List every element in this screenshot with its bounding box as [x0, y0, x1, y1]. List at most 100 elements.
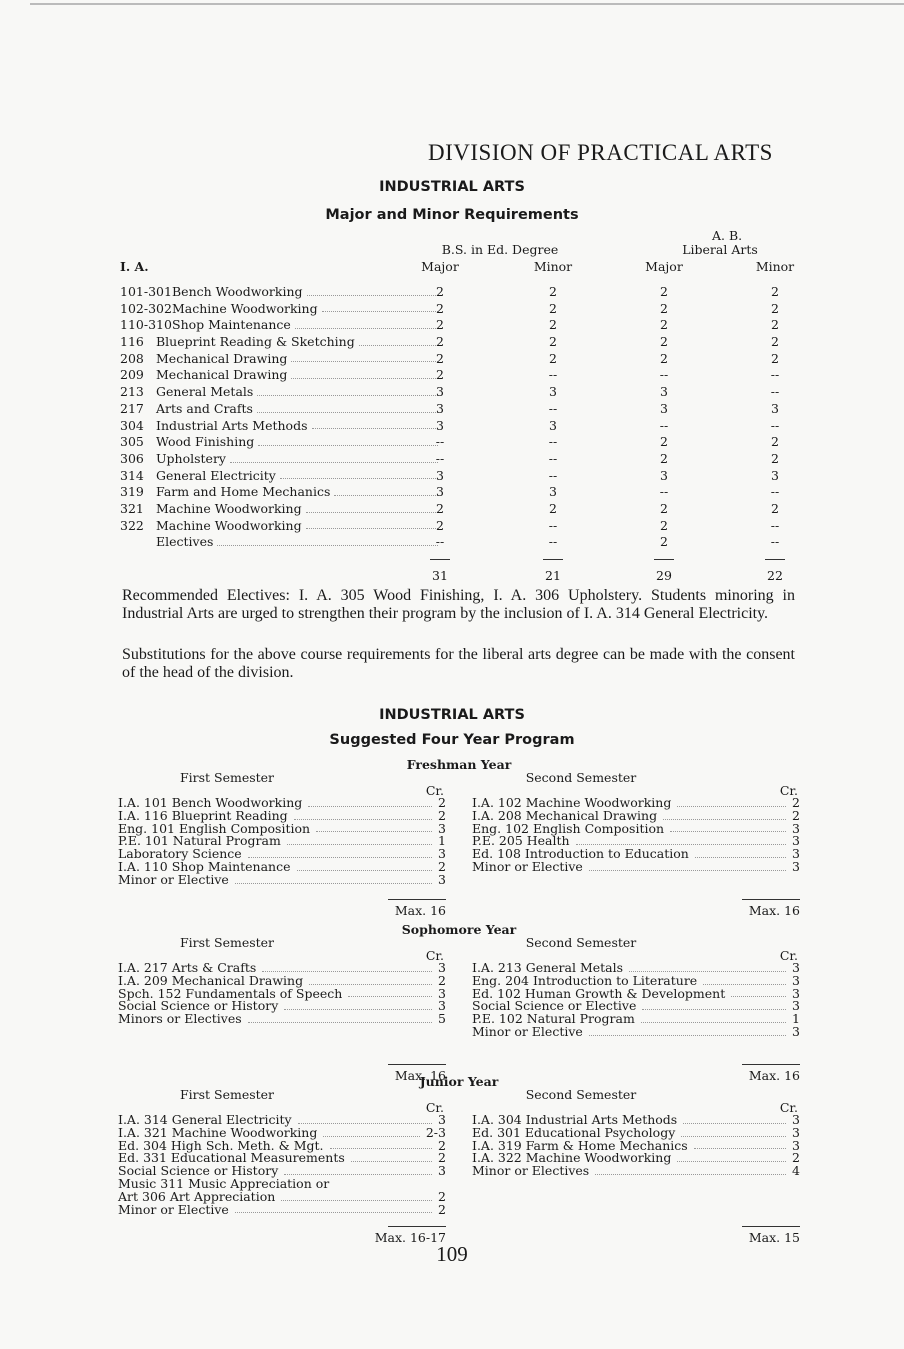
course-credits: 3: [792, 820, 800, 836]
course-code: 304: [120, 417, 144, 433]
course-row: I.A. 314 General Electricity 3: [118, 1112, 446, 1127]
course-name: Ed. 102 Human Growth & Development: [472, 985, 726, 1001]
dot-leader: [642, 1000, 787, 1011]
course-name: Social Science or History: [118, 998, 279, 1014]
table-row: Electives -- -- 2 --: [120, 534, 800, 551]
course-name-cell: General Electricity: [156, 468, 442, 485]
credit-value: --: [548, 467, 558, 483]
table-row: 110-310 Shop Maintenance 2 2 2 2: [120, 317, 800, 334]
course-name: Ed. 331 Educational Measurements: [118, 1150, 345, 1166]
course-name-cell: Machine Woodworking: [172, 301, 442, 318]
dot-leader: [321, 301, 438, 313]
credit-value: 2: [660, 350, 668, 366]
credit-value: --: [659, 484, 669, 500]
total-rule: [543, 559, 563, 560]
course-credits: 3: [438, 960, 446, 975]
dot-leader: [284, 1165, 433, 1175]
credit-value: --: [548, 450, 558, 466]
course-credits: 2: [792, 1150, 800, 1166]
course-code: 116: [120, 334, 144, 350]
dot-leader: [291, 367, 438, 380]
dot-leader: [279, 468, 438, 480]
course-name: Minor or Elective: [118, 871, 229, 887]
credit-value: 3: [436, 417, 444, 433]
course-name-cell: Upholstery: [156, 451, 442, 468]
credit-value: 2: [660, 300, 668, 316]
credit-value: 2: [660, 317, 668, 333]
credit-value: --: [548, 367, 558, 383]
dot-leader: [329, 1140, 433, 1150]
course-code: 305: [120, 434, 144, 450]
credit-value: 2: [771, 350, 779, 366]
course-name: I.A. 102 Machine Woodworking: [472, 795, 672, 810]
dot-leader: [595, 1165, 787, 1175]
credit-value: --: [770, 534, 780, 550]
dot-leader: [677, 1152, 787, 1163]
credit-value: --: [770, 367, 780, 383]
credit-value: 2: [436, 334, 444, 350]
year-title: Sophomore Year: [401, 922, 517, 937]
course-code: 110-310: [120, 317, 172, 333]
credit-value: 3: [549, 417, 557, 433]
semester-first: First Semester Cr. I.A. 101 Bench Woodwork…: [118, 771, 446, 918]
course-credits: 2-3: [425, 1124, 446, 1140]
credit-value: 2: [436, 317, 444, 333]
course-name: I.A. 110 Shop Maintenance: [118, 858, 291, 874]
credit-value: --: [548, 534, 558, 550]
table-row: 208 Mechanical Drawing 2 2 2 2: [120, 351, 800, 368]
course-credits: 3: [792, 1112, 800, 1127]
course-name: P.E. 101 Natural Program: [118, 833, 281, 849]
course-row: I.A. 217 Arts & Crafts 3: [118, 960, 446, 975]
recommended-electives-paragraph: Recommended Electives: I. A. 305 Wood Fi…: [122, 587, 795, 622]
course-credits: 3: [792, 846, 800, 862]
total-value: 22: [767, 567, 783, 583]
credit-value: 3: [660, 384, 668, 400]
course-row: Ed. 102 Human Growth & Development 3: [472, 985, 800, 1001]
dot-leader: [335, 1178, 440, 1188]
course-name-cell: General Metals: [156, 384, 442, 401]
course-row: I.A. 209 Mechanical Drawing 2: [118, 974, 446, 988]
course-row: I.A. 102 Machine Woodworking 2: [472, 795, 800, 810]
course-code: 101-301: [120, 284, 172, 299]
course-name: Mechanical Drawing: [156, 350, 288, 366]
course-name: Ed. 108 Introduction to Education: [472, 846, 689, 862]
course-name: I.A. 208 Mechanical Drawing: [472, 807, 658, 823]
course-name: Machine Woodworking: [156, 500, 302, 516]
course-credits: 2: [438, 1201, 446, 1217]
credit-value: 2: [771, 317, 779, 333]
semester-label: Second Semester: [525, 935, 637, 950]
credit-value: 2: [771, 284, 779, 299]
course-row: Social Science or History 3: [118, 1000, 446, 1013]
credit-value: 3: [436, 384, 444, 400]
dot-leader: [291, 351, 438, 363]
course-name: Machine Woodworking: [172, 300, 318, 316]
course-row: Minor or Elective 3: [118, 871, 446, 887]
total-rule-row: [120, 551, 800, 568]
group-header-liberal-arts: Liberal Arts: [682, 242, 758, 257]
course-credits: 2: [792, 807, 800, 823]
course-row: Art 306 Art Appreciation 2: [118, 1190, 446, 1204]
credit-value: --: [659, 417, 669, 433]
course-name: I.A. 314 General Electricity: [118, 1112, 292, 1127]
total-rule: [765, 559, 785, 560]
dot-leader: [262, 962, 433, 972]
credit-value: 2: [549, 334, 557, 350]
course-name-cell: Wood Finishing: [156, 434, 442, 451]
col-header: Major: [645, 259, 683, 274]
dot-leader: [316, 823, 433, 833]
course-name: Industrial Arts Methods: [156, 417, 308, 433]
course-name: Shop Maintenance: [172, 317, 291, 333]
course-row: Minors or Electives 5: [118, 1012, 446, 1026]
course-name: Minor or Elective: [472, 858, 583, 874]
course-row: P.E. 101 Natural Program 1: [118, 835, 446, 848]
course-name-cell: Industrial Arts Methods: [156, 418, 442, 435]
course-name-cell: Mechanical Drawing: [156, 351, 442, 368]
credit-value: 2: [660, 534, 668, 550]
course-credits: 3: [792, 1137, 800, 1153]
course-row: Music 311 Music Appreciation or: [118, 1177, 446, 1191]
course-credits: 3: [792, 858, 800, 874]
row-header: I. A.: [120, 259, 149, 274]
course-name: I.A. 217 Arts & Crafts: [118, 960, 257, 975]
dot-leader: [311, 418, 438, 430]
course-row: Minor or Elective 2: [118, 1201, 446, 1217]
